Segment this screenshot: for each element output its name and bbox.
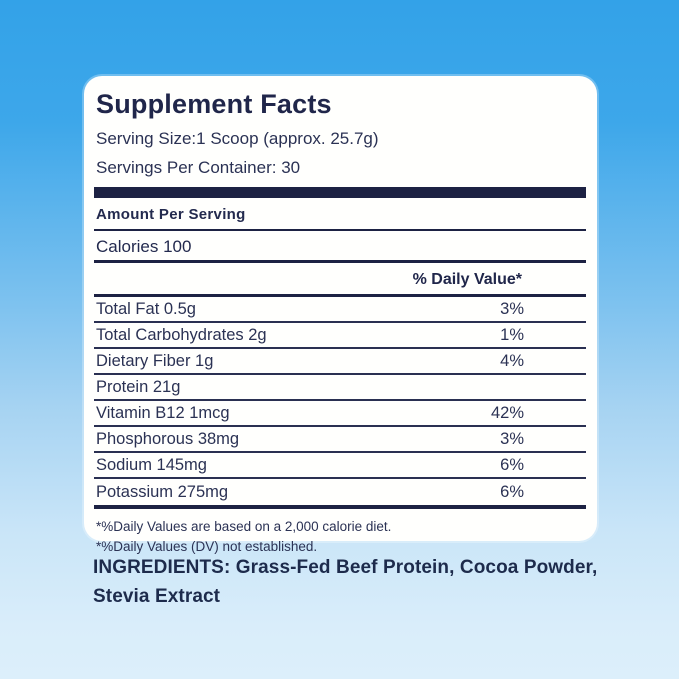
table-row: Phosphorous 38mg 3% [94,427,586,453]
panel-title: Supplement Facts [96,89,332,119]
section-divider-bar-bottom [94,505,586,509]
nutrient-daily-value: 1% [500,325,524,344]
nutrient-name: Phosphorous 38mg [96,429,240,448]
nutrient-daily-value: 6% [500,482,524,501]
nutrient-name: Dietary Fiber 1g [96,351,214,370]
footnote-dv-not-established: *%Daily Values (DV) not established. [96,539,318,554]
table-row: Total Fat 0.5g 3% [94,297,586,323]
amount-per-serving-heading: Amount Per Serving [94,198,586,231]
section-divider-bar-top [94,187,586,198]
nutrient-daily-value: 3% [500,299,524,318]
nutrient-daily-value: 42% [490,403,524,422]
nutrient-daily-value: 6% [500,455,524,474]
nutrient-daily-value: 3% [500,429,524,448]
daily-value-column-header: % Daily Value* [94,263,586,297]
footnote-daily-values-diet: *%Daily Values are based on a 2,000 calo… [96,519,392,534]
nutrient-daily-value: 4% [500,351,524,370]
supplement-facts-panel: Supplement Facts Serving Size:1 Scoop (a… [84,76,597,554]
table-row: Sodium 145mg 6% [94,453,586,479]
table-row: Total Carbohydrates 2g 1% [94,323,586,349]
table-row: Potassium 275mg 6% [94,479,586,505]
footnotes: *%Daily Values are based on a 2,000 calo… [94,509,586,557]
servings-per-container-text: Servings Per Container: 30 [96,158,301,177]
table-row: Vitamin B12 1mcg 42% [94,401,586,427]
table-row: Protein 21g [94,375,586,401]
serving-size-text: Serving Size:1 Scoop (approx. 25.7g) [96,129,379,148]
nutrient-name: Total Carbohydrates 2g [96,325,267,344]
nutrient-name: Potassium 275mg [96,482,229,501]
nutrient-name: Protein 21g [96,377,181,396]
nutrient-name: Vitamin B12 1mcg [96,403,230,422]
nutrient-name: Sodium 145mg [96,455,207,474]
table-row: Dietary Fiber 1g 4% [94,349,586,375]
calories-row: Calories 100 [94,231,586,263]
ingredients-text: INGREDIENTS: Grass-Fed Beef Protein, Coc… [93,557,598,607]
nutrient-name: Total Fat 0.5g [96,299,196,318]
